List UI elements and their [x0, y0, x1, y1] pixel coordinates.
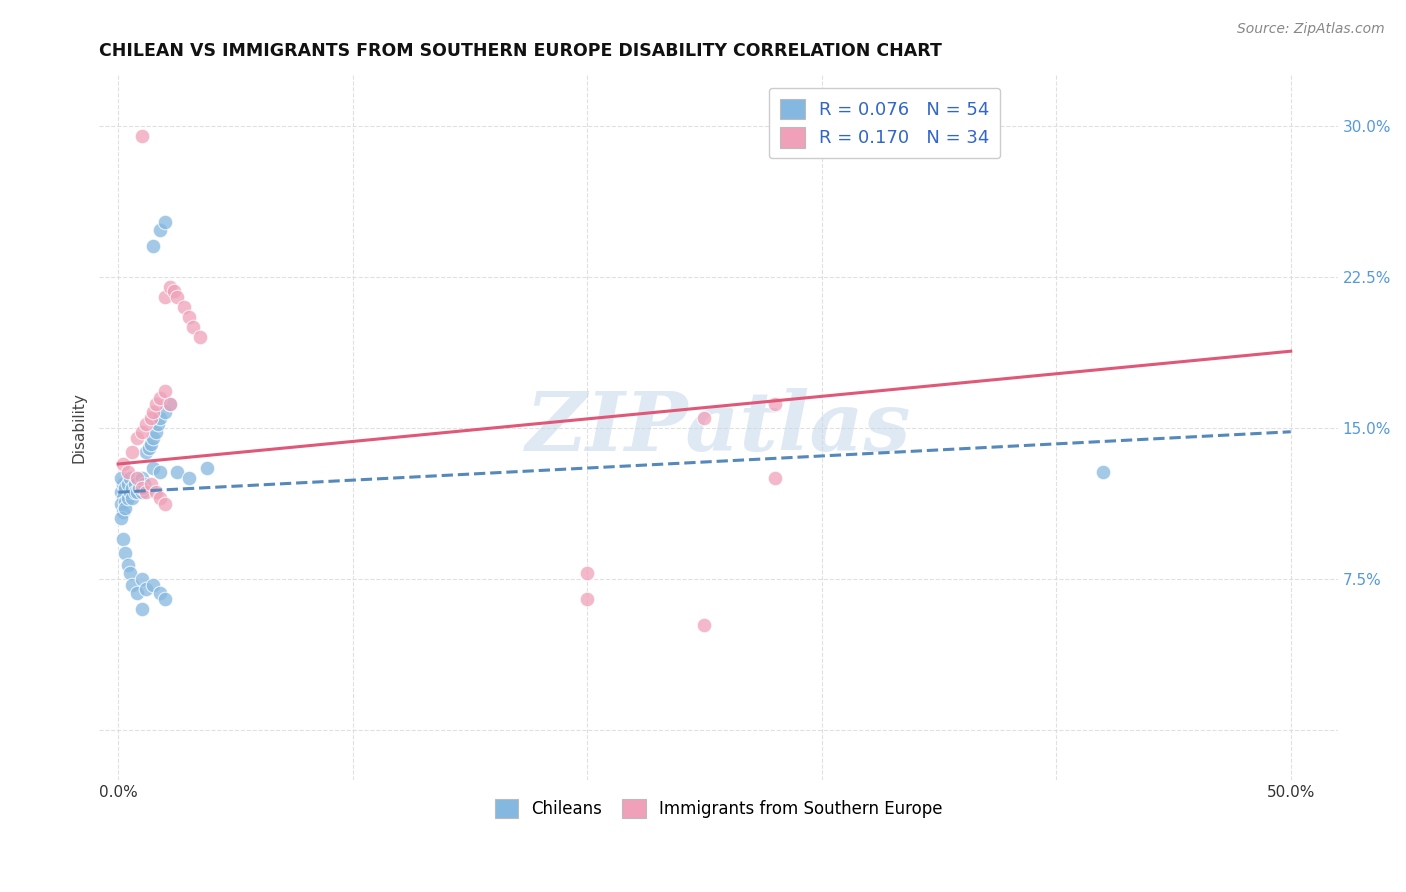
Point [114, 501, 136, 516]
Point [110, 511, 132, 525]
Point [149, 465, 172, 479]
Point [135, 445, 157, 459]
Point [117, 558, 139, 572]
Point [121, 578, 143, 592]
Point [173, 300, 195, 314]
Point [149, 391, 172, 405]
Point [124, 477, 146, 491]
Point [139, 477, 162, 491]
Point [111, 532, 134, 546]
Point [110, 485, 132, 500]
Point [117, 465, 139, 479]
Point [153, 215, 176, 229]
Point [111, 505, 134, 519]
Point [763, 471, 786, 485]
Point [131, 481, 153, 495]
Point [153, 404, 176, 418]
Text: ZIPatlas: ZIPatlas [526, 388, 911, 467]
Point [145, 485, 167, 500]
Point [166, 465, 188, 479]
Point [693, 618, 716, 632]
Point [149, 586, 172, 600]
Point [145, 396, 167, 410]
Point [159, 396, 181, 410]
Point [195, 461, 218, 475]
Legend: Chileans, Immigrants from Southern Europe: Chileans, Immigrants from Southern Europ… [488, 792, 949, 825]
Point [142, 431, 165, 445]
Point [693, 410, 716, 425]
Point [118, 485, 141, 500]
Point [142, 461, 165, 475]
Point [139, 410, 162, 425]
Point [131, 572, 153, 586]
Point [177, 310, 200, 324]
Point [135, 417, 157, 431]
Point [128, 481, 150, 495]
Point [111, 491, 134, 506]
Point [125, 431, 148, 445]
Point [153, 592, 176, 607]
Point [124, 485, 146, 500]
Point [131, 485, 153, 500]
Point [763, 396, 786, 410]
Point [145, 425, 167, 439]
Point [153, 290, 176, 304]
Point [121, 445, 143, 459]
Point [125, 471, 148, 485]
Point [111, 477, 134, 491]
Point [159, 279, 181, 293]
Point [142, 404, 165, 418]
Point [125, 586, 148, 600]
Point [110, 497, 132, 511]
Point [1092, 465, 1115, 479]
Point [139, 437, 162, 451]
Point [163, 284, 186, 298]
Point [131, 602, 153, 616]
Point [142, 239, 165, 253]
Point [146, 417, 169, 431]
Point [181, 320, 204, 334]
Point [117, 477, 139, 491]
Point [125, 471, 148, 485]
Point [142, 578, 165, 592]
Point [114, 481, 136, 495]
Point [188, 330, 211, 344]
Point [177, 471, 200, 485]
Point [159, 396, 181, 410]
Point [166, 290, 188, 304]
Point [114, 495, 136, 509]
Point [149, 223, 172, 237]
Point [153, 384, 176, 399]
Point [149, 491, 172, 506]
Point [111, 457, 134, 471]
Point [121, 491, 143, 506]
Point [118, 471, 141, 485]
Point [135, 485, 157, 500]
Point [114, 546, 136, 560]
Y-axis label: Disability: Disability [72, 392, 86, 463]
Point [131, 128, 153, 143]
Point [576, 592, 599, 607]
Point [125, 485, 148, 500]
Point [121, 481, 143, 495]
Text: CHILEAN VS IMMIGRANTS FROM SOUTHERN EUROPE DISABILITY CORRELATION CHART: CHILEAN VS IMMIGRANTS FROM SOUTHERN EURO… [100, 42, 942, 60]
Point [131, 471, 153, 485]
Point [132, 477, 155, 491]
Point [131, 425, 153, 439]
Point [138, 441, 160, 455]
Point [149, 410, 172, 425]
Point [110, 471, 132, 485]
Point [135, 582, 157, 596]
Point [576, 566, 599, 580]
Point [117, 491, 139, 506]
Point [153, 497, 176, 511]
Point [118, 566, 141, 580]
Text: Source: ZipAtlas.com: Source: ZipAtlas.com [1237, 22, 1385, 37]
